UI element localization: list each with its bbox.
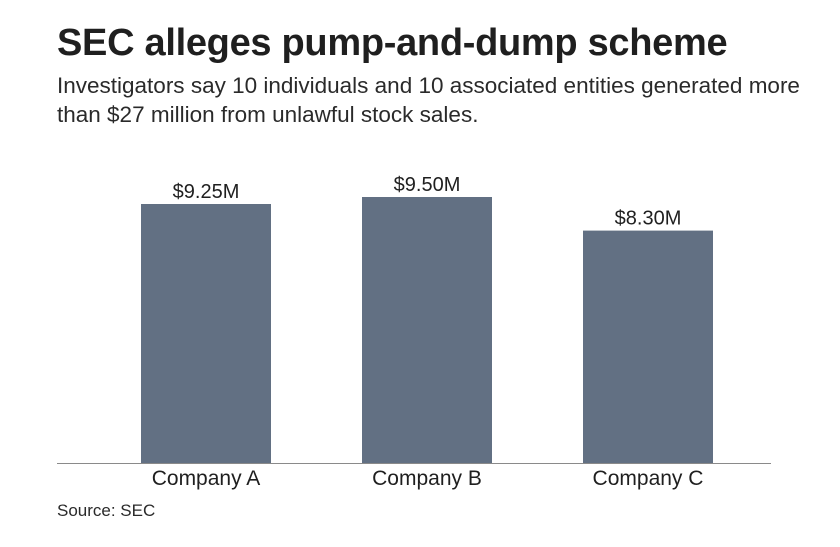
value-label-company-b: $9.50M <box>394 174 461 196</box>
value-labels-group: $9.25M $9.50M $8.30M <box>173 174 682 230</box>
chart-subtitle: Investigators say 10 individuals and 10 … <box>57 73 800 127</box>
bar-company-a <box>141 204 271 463</box>
category-label-company-a: Company A <box>152 467 261 490</box>
bar-company-b <box>362 197 492 463</box>
value-label-company-c: $8.30M <box>615 208 682 230</box>
source-note: Source: SEC <box>57 501 156 520</box>
bar-company-c <box>583 230 713 463</box>
chart-title: SEC alleges pump-and-dump scheme <box>57 22 728 64</box>
category-labels-group: Company A Company B Company C <box>152 467 704 490</box>
category-label-company-c: Company C <box>593 467 704 490</box>
value-label-company-a: $9.25M <box>173 181 240 203</box>
bars-group <box>141 197 713 463</box>
category-label-company-b: Company B <box>372 467 482 490</box>
